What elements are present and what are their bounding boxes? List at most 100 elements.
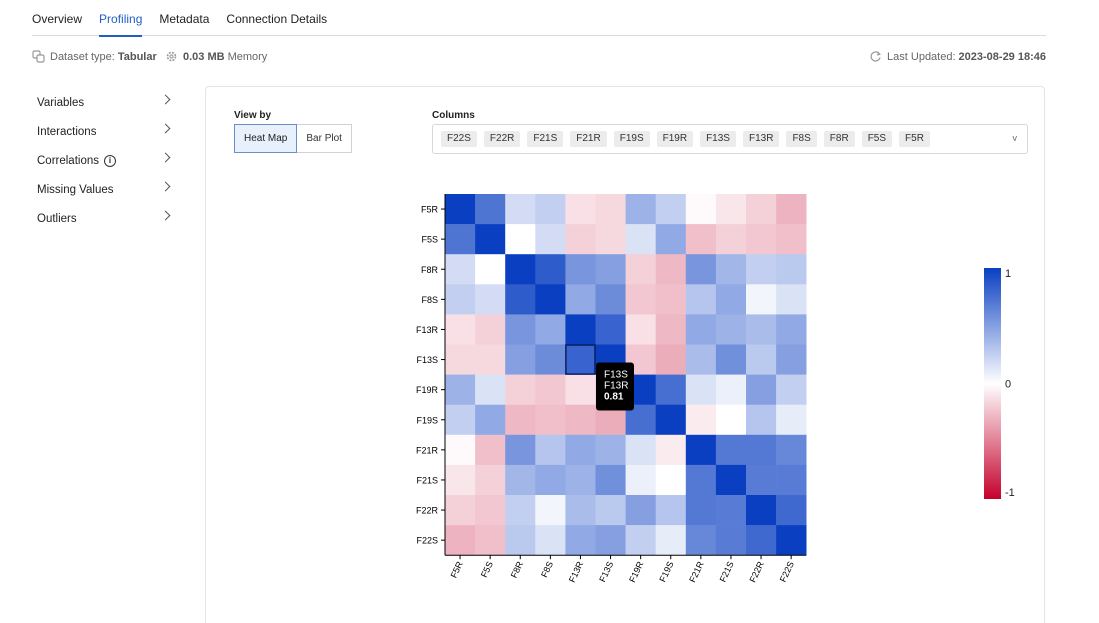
heatmap-cell-f21s-f19r[interactable] (625, 464, 656, 496)
tab-profiling[interactable]: Profiling (99, 0, 143, 37)
heatmap-cell-f21r-f8r[interactable] (505, 434, 536, 466)
heatmap-cell-f5s-f13r[interactable] (565, 224, 596, 255)
heatmap-cell-f19r-f5r[interactable] (445, 374, 476, 405)
heatmap-cell-f19s-f8s[interactable] (535, 404, 566, 436)
heatmap-cell-f22s-f22r[interactable] (746, 525, 777, 556)
heatmap-cell-f21s-f5r[interactable] (445, 464, 476, 496)
tab-connection-details[interactable]: Connection Details (226, 12, 328, 26)
heatmap-cell-f13r-f13s[interactable] (595, 314, 626, 345)
heatmap-cell-f5r-f19s[interactable] (655, 194, 687, 225)
heatmap-cell-f5r-f22s[interactable] (776, 194, 807, 225)
heatmap-cell-f8r-f8r[interactable] (505, 254, 536, 285)
heatmap-cell-f21s-f5s[interactable] (475, 464, 506, 496)
heatmap-cell-f8s-f5r[interactable] (445, 284, 476, 315)
heatmap-cell-f19s-f5r[interactable] (445, 404, 476, 436)
heatmap-cell-f19r-f8r[interactable] (505, 374, 536, 405)
heatmap-cell-f21r-f13r[interactable] (565, 434, 596, 466)
heatmap-cell-f21s-f21s[interactable] (715, 464, 747, 496)
heatmap-cell-f8r-f5r[interactable] (445, 254, 476, 285)
heatmap-cell-f22s-f5r[interactable] (445, 525, 476, 556)
heatmap-cell-f22s-f19r[interactable] (625, 525, 656, 556)
heat-map-button[interactable]: Heat Map (234, 124, 298, 153)
heatmap-cell-f5r-f13r[interactable] (565, 194, 596, 225)
heatmap-cell-f22r-f5r[interactable] (445, 495, 476, 526)
heatmap-cell-f13s-f21r[interactable] (685, 344, 717, 375)
heatmap-cell-f21r-f22s[interactable] (776, 434, 807, 466)
heatmap-cell-f13r-f19s[interactable] (655, 314, 687, 345)
heatmap-cell-f22r-f8r[interactable] (505, 495, 536, 526)
heatmap-cell-f13s-f21s[interactable] (715, 344, 747, 375)
chevron-down-icon[interactable]: v (1012, 133, 1018, 143)
heatmap-cell-f22s-f8s[interactable] (535, 525, 566, 556)
heatmap-cell-f13r-f8s[interactable] (535, 314, 566, 345)
heatmap-cell-f22r-f19r[interactable] (625, 495, 656, 526)
sidebar-item-missing-values[interactable]: Missing Values (37, 175, 173, 204)
heatmap-cell-f5s-f5r[interactable] (445, 224, 476, 255)
heatmap-cell-f19s-f22r[interactable] (746, 404, 777, 436)
sidebar-item-variables[interactable]: Variables (37, 88, 173, 117)
sidebar-item-correlations[interactable]: Correlations i (37, 146, 173, 175)
heatmap-cell-f8r-f13s[interactable] (595, 254, 626, 285)
heatmap-cell-f19s-f8r[interactable] (505, 404, 536, 436)
heatmap-cell-f13s-f22r[interactable] (746, 344, 777, 375)
heatmap-cell-f5r-f19r[interactable] (625, 194, 656, 225)
heatmap-cell-f8r-f21s[interactable] (715, 254, 747, 285)
heatmap-cell-f21r-f5r[interactable] (445, 434, 476, 466)
heatmap-cell-f8s-f13r[interactable] (565, 284, 596, 315)
heatmap-cell-f21s-f13r[interactable] (565, 464, 596, 496)
heatmap-cell-f5s-f19r[interactable] (625, 224, 656, 255)
heatmap-cell-f5s-f22r[interactable] (746, 224, 777, 255)
heatmap-cell-f19s-f21s[interactable] (715, 404, 747, 436)
heatmap-cell-f22r-f22r[interactable] (746, 495, 777, 526)
heatmap-cell-f19r-f8s[interactable] (535, 374, 566, 405)
heatmap-cell-f22r-f13s[interactable] (595, 495, 626, 526)
heatmap-cell-f21r-f19r[interactable] (625, 434, 656, 466)
heatmap-cell-f22r-f21s[interactable] (715, 495, 747, 526)
heatmap-cell-f5s-f21r[interactable] (685, 224, 717, 255)
heatmap-cell-f21r-f21s[interactable] (715, 434, 747, 466)
heatmap-cell-f8s-f5s[interactable] (475, 284, 506, 315)
heatmap-cell-f13s-f8r[interactable] (505, 344, 536, 375)
heatmap-cell-f19r-f13r[interactable] (565, 374, 596, 405)
heatmap-cell-f13r-f22r[interactable] (746, 314, 777, 345)
heatmap-cell-f8s-f22s[interactable] (776, 284, 807, 315)
heatmap-cell-f5s-f8s[interactable] (535, 224, 566, 255)
heatmap-cell-f22s-f21s[interactable] (715, 525, 747, 556)
heatmap-cell-f8s-f22r[interactable] (746, 284, 777, 315)
sidebar-item-outliers[interactable]: Outliers (37, 204, 173, 233)
heatmap-cell-f22s-f22s[interactable] (776, 525, 807, 556)
heatmap-cell-f8r-f8s[interactable] (535, 254, 566, 285)
heatmap-cell-f22r-f22s[interactable] (776, 495, 807, 526)
heatmap-cell-f5s-f13s[interactable] (595, 224, 626, 255)
heatmap-cell-f5r-f21r[interactable] (685, 194, 717, 225)
heatmap-cell-f21r-f13s[interactable] (595, 434, 626, 466)
heatmap-cell-f8s-f8s[interactable] (535, 284, 566, 315)
heatmap-cell-f21r-f5s[interactable] (475, 434, 506, 466)
heatmap-cell-f22r-f5s[interactable] (475, 495, 506, 526)
heatmap-cell-f5s-f21s[interactable] (715, 224, 747, 255)
heatmap-cell-f13s-f22s[interactable] (776, 344, 807, 375)
tab-metadata[interactable]: Metadata (159, 12, 210, 26)
heatmap-cell-f5r-f13s[interactable] (595, 194, 626, 225)
heatmap-cell-f19s-f13r[interactable] (565, 404, 596, 436)
heatmap-cell-f8s-f13s[interactable] (595, 284, 626, 315)
heatmap-cell-f5r-f22r[interactable] (746, 194, 777, 225)
heatmap-cell-f22s-f13r[interactable] (565, 525, 596, 556)
heatmap-cell-f8s-f8r[interactable] (505, 284, 536, 315)
heatmap-cell-f8r-f5s[interactable] (475, 254, 506, 285)
heatmap-cell-f13r-f22s[interactable] (776, 314, 807, 345)
heatmap-cell-f13r-f21s[interactable] (715, 314, 747, 345)
heatmap-cell-f8s-f21s[interactable] (715, 284, 747, 315)
heatmap-cell-f13r-f8r[interactable] (505, 314, 536, 345)
heatmap-cell-f13r-f13r[interactable] (565, 314, 596, 345)
heatmap-cell-f21r-f19s[interactable] (655, 434, 687, 466)
heatmap-cell-f19s-f22s[interactable] (776, 404, 807, 436)
heatmap-cell-f8r-f22r[interactable] (746, 254, 777, 285)
heatmap-cell-f19r-f21r[interactable] (685, 374, 717, 405)
heatmap-cell-f13r-f5r[interactable] (445, 314, 476, 345)
heatmap-cell-f21s-f13s[interactable] (595, 464, 626, 496)
heatmap-cell-f13s-f5s[interactable] (475, 344, 506, 375)
heatmap-cell-f22s-f8r[interactable] (505, 525, 536, 556)
heatmap-cell-f19s-f5s[interactable] (475, 404, 506, 436)
heatmap-cell-f22s-f21r[interactable] (685, 525, 717, 556)
